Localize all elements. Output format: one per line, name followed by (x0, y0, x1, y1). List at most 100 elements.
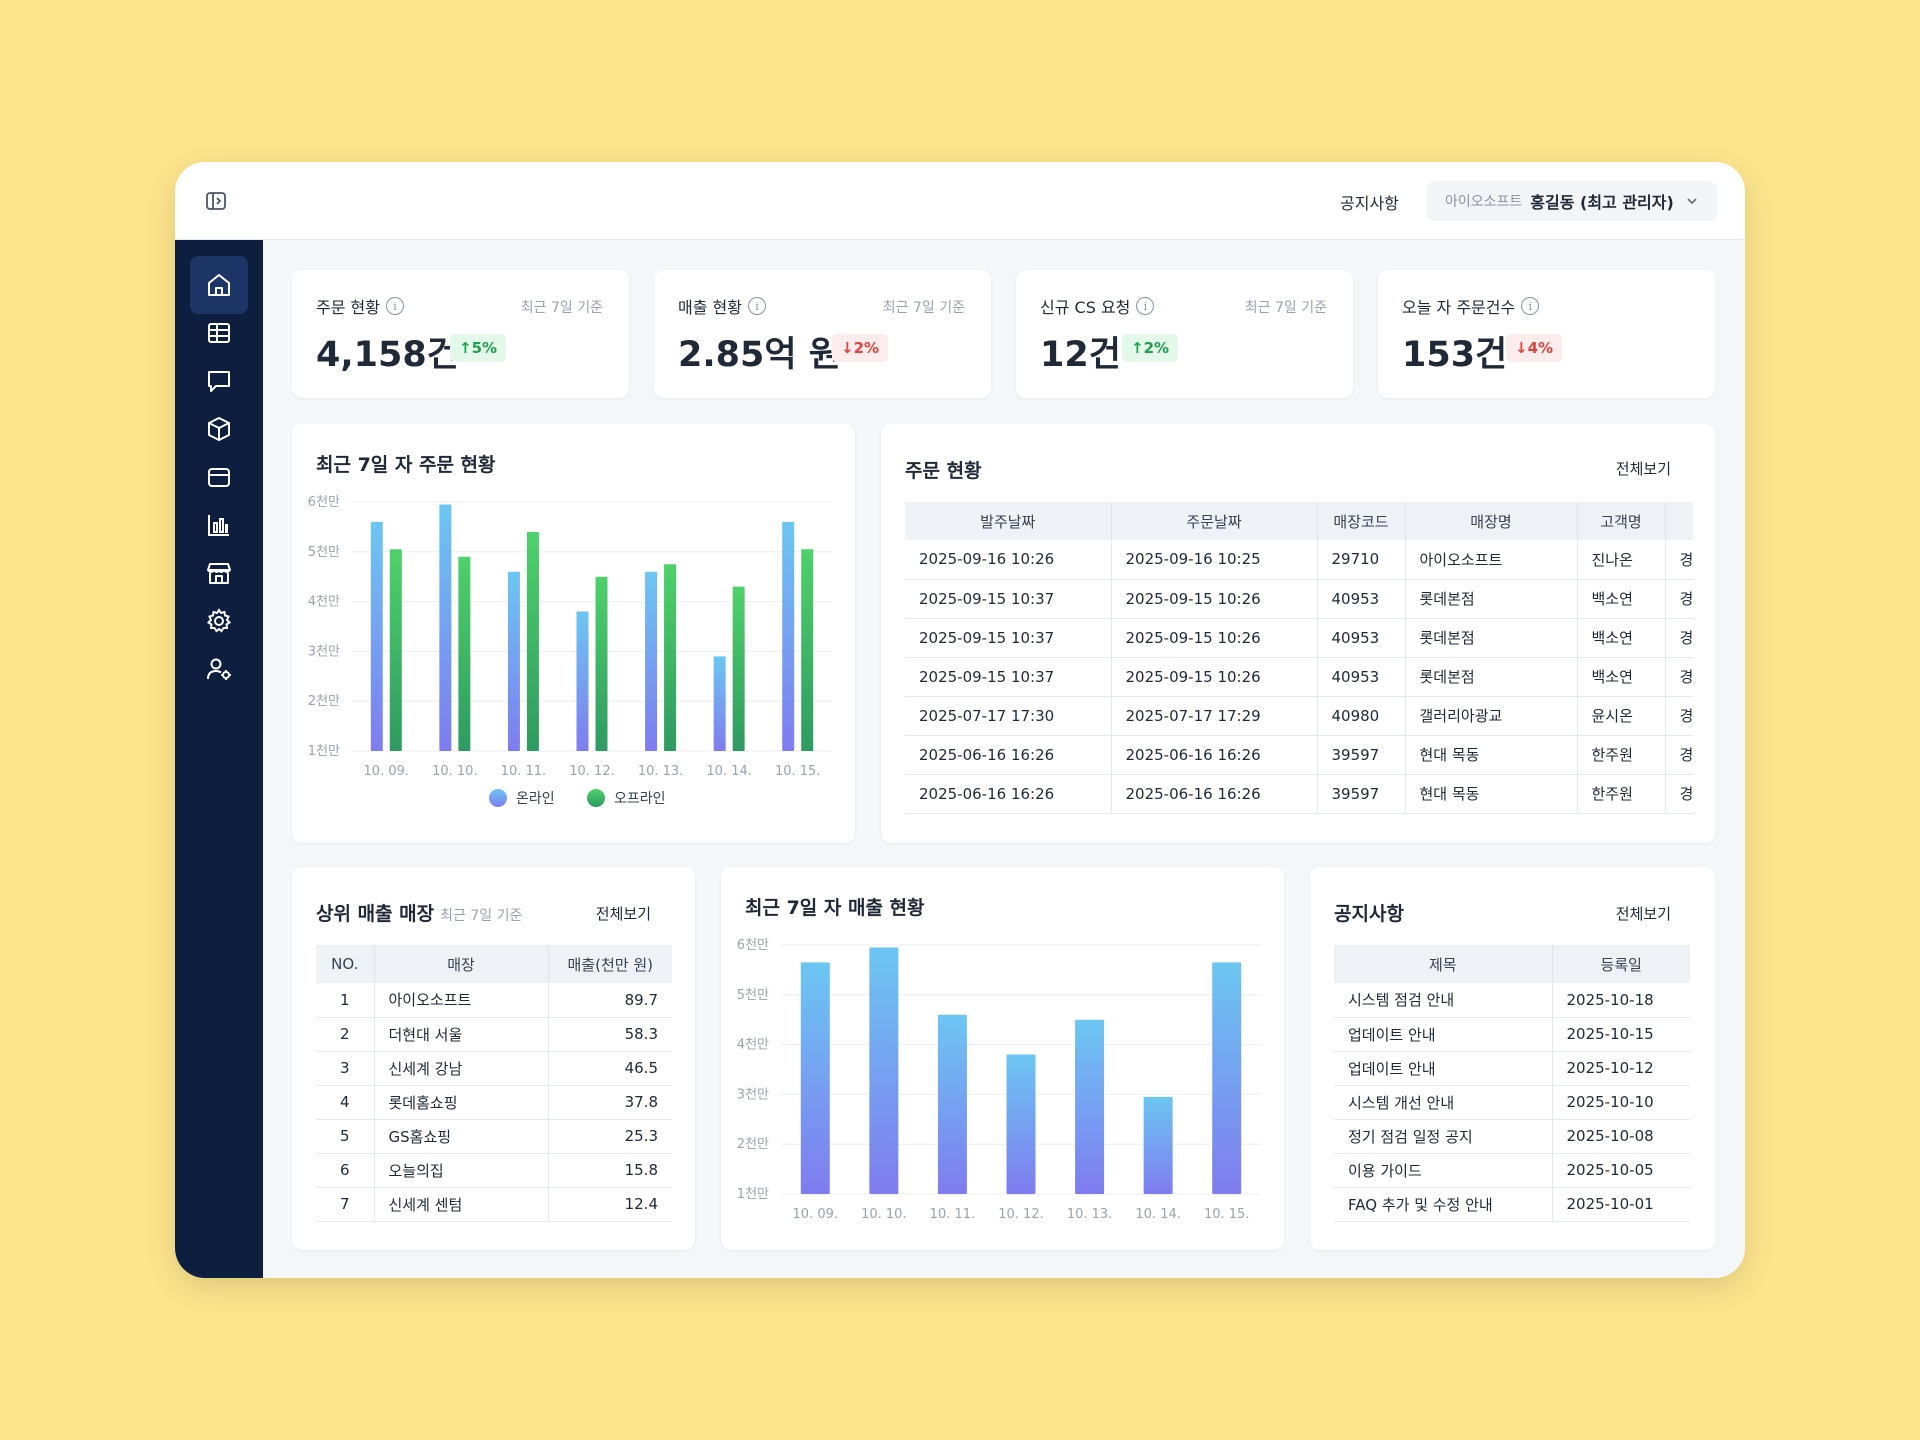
info-icon[interactable]: i (385, 297, 404, 315)
cell: 신세계 강남 (374, 1051, 549, 1086)
table-row[interactable]: 업데이트 안내 2025-10-15 (1334, 1017, 1690, 1052)
nav-settings[interactable] (190, 592, 248, 650)
stat-period: 최근 7일 기준 (520, 300, 603, 316)
nav-chat[interactable] (190, 352, 248, 410)
column-header[interactable]: 제목 (1334, 945, 1553, 983)
nav-package[interactable] (190, 448, 248, 506)
nav-statistics[interactable] (190, 496, 248, 554)
info-icon[interactable]: i (1136, 297, 1155, 315)
info-icon[interactable]: i (1521, 297, 1540, 315)
view-all-link[interactable]: 전체보기 (1615, 905, 1671, 923)
table-row[interactable]: 4 롯데홈쇼핑 37.8 (316, 1085, 672, 1120)
cell: 2 (316, 1017, 375, 1052)
stat-period: 최근 7일 기준 (882, 300, 965, 316)
table-row[interactable]: 2025-06-16 16:26 2025-06-16 16:26 39597 현대 … (905, 735, 1693, 775)
cell: 이용 가이드 (1334, 1153, 1553, 1188)
column-header[interactable]: 고객명 (1577, 502, 1666, 540)
cell: 백소연 (1577, 579, 1666, 619)
legend-marker (587, 789, 605, 807)
table-row[interactable]: 3 신세계 강남 46.5 (316, 1051, 672, 1086)
table-row[interactable]: 5 GS홈쇼핑 25.3 (316, 1119, 672, 1154)
user-menu[interactable]: 아이오소프트 홍길동 (최고 관리자) (1427, 181, 1717, 221)
notice-link[interactable]: 공지사항 (1340, 194, 1399, 213)
table-row[interactable]: 6 오늘의집 15.8 (316, 1153, 672, 1188)
cell: 2025-09-16 10:25 (1111, 540, 1318, 580)
bar (507, 571, 520, 751)
notices-table-wrap: 제목 등록일 시스템 점검 안내 2025-10-18 업데이트 안내 2025-1… (1334, 945, 1690, 1222)
column-header[interactable]: NO. (316, 945, 375, 983)
table-row[interactable]: 시스템 개선 안내 2025-10-10 (1334, 1085, 1690, 1120)
column-header[interactable]: 매출(천만 원) (548, 945, 672, 983)
top-stores-table-wrap: NO. 매장 매출(천만 원) 1 아이오소프트 89.7 2 더현대 서울 58.3 … (316, 945, 672, 1222)
table-row[interactable]: 2025-07-17 17:30 2025-07-17 17:29 40980 갤러리… (905, 696, 1693, 736)
stat-change-badge: ↑2% (1122, 334, 1179, 362)
x-tick-label: 10. 09. (364, 764, 409, 779)
table-row[interactable]: 2025-09-15 10:37 2025-09-15 10:26 40953 롯데본… (905, 618, 1693, 658)
cell: 2025-10-08 (1552, 1119, 1690, 1154)
table-row[interactable]: 정기 점검 일정 공지 2025-10-08 (1334, 1119, 1690, 1154)
column-header[interactable]: 매장 (374, 945, 549, 983)
column-header[interactable]: 매장명 (1405, 502, 1578, 540)
table-row[interactable]: 2025-06-16 16:26 2025-06-16 16:26 39597 현대 … (905, 774, 1693, 814)
x-tick-label: 10. 14. (706, 764, 751, 779)
table-row[interactable]: 1 아이오소프트 89.7 (316, 983, 672, 1018)
cell: 한주원 (1577, 735, 1666, 775)
table-row[interactable]: 2025-09-15 10:37 2025-09-15 10:26 40953 롯데본… (905, 657, 1693, 697)
y-tick-label: 1천만 (308, 744, 340, 759)
orders-table-wrap: 발주날짜 주문날짜 매장코드 매장명 고객명 2025-09-16 10:26 2… (905, 502, 1693, 814)
orders-table: 발주날짜 주문날짜 매장코드 매장명 고객명 2025-09-16 10:26 2… (905, 502, 1693, 814)
view-all-link[interactable]: 전체보기 (1615, 460, 1671, 478)
y-tick-label: 4천만 (308, 595, 340, 610)
table-row[interactable]: 2025-09-16 10:26 2025-09-16 10:25 29710 아이오… (905, 540, 1693, 580)
card-title: 최근 7일 자 매출 현황 (745, 897, 925, 919)
cell: 2025-09-15 10:26 (1111, 618, 1318, 658)
table-row[interactable]: 시스템 점검 안내 2025-10-18 (1334, 983, 1690, 1018)
cell: 롯데본점 (1405, 657, 1578, 697)
table-row[interactable]: 업데이트 안내 2025-10-12 (1334, 1051, 1690, 1086)
store-icon (207, 563, 231, 584)
table-row[interactable]: 2 더현대 서울 58.3 (316, 1017, 672, 1052)
nav-user-admin[interactable] (190, 640, 248, 698)
bar (782, 521, 795, 751)
nav-table[interactable] (190, 304, 248, 362)
info-icon[interactable]: i (747, 297, 766, 315)
order-chart-card: 최근 7일 자 주문 현황 1천만 2천만 3천만 4천만 5천만 6천만 10. 09. 1… (292, 424, 855, 843)
nav-store[interactable] (190, 544, 248, 602)
column-header[interactable]: 발주날짜 (905, 502, 1112, 540)
table-row[interactable]: 이용 가이드 2025-10-05 (1334, 1153, 1690, 1188)
cell: 89.7 (548, 983, 672, 1018)
column-header[interactable]: 주문날짜 (1111, 502, 1318, 540)
cell: 2025-06-16 16:26 (1111, 735, 1318, 775)
table-row[interactable]: FAQ 추가 및 수정 안내 2025-10-01 (1334, 1187, 1690, 1222)
cell: 롯데홈쇼핑 (374, 1085, 549, 1120)
top-bar: 공지사항 아이오소프트 홍길동 (최고 관리자) (175, 162, 1745, 240)
table-row[interactable]: 7 신세계 센텀 12.4 (316, 1187, 672, 1222)
column-header[interactable]: 등록일 (1552, 945, 1690, 983)
bar (576, 611, 589, 751)
cell: 58.3 (548, 1017, 672, 1052)
bar (595, 576, 608, 751)
view-all-link[interactable]: 전체보기 (595, 905, 651, 923)
user-settings-icon (207, 658, 231, 680)
cell: 5 (316, 1119, 375, 1154)
y-tick-label: 6천만 (737, 938, 769, 953)
cell: 오늘의집 (374, 1153, 549, 1188)
card-title: 최근 7일 자 주문 현황 (316, 454, 496, 476)
column-header[interactable] (1665, 502, 1693, 540)
sidebar-toggle-icon[interactable] (205, 190, 227, 212)
cell: 롯데본점 (1405, 579, 1578, 619)
user-company: 아이오소프트 (1445, 194, 1523, 210)
cell: 경 (1665, 657, 1693, 697)
stat-card-today-orders: 오늘 자 주문건수 i 153건 ↓4% (1378, 270, 1715, 398)
stat-value: 153건 (1402, 335, 1508, 375)
bar (389, 549, 402, 751)
cell: 아이오소프트 (1405, 540, 1578, 580)
cell: 2025-10-05 (1552, 1153, 1690, 1188)
stat-value: 2.85억 원 (678, 335, 841, 375)
table-row[interactable]: 2025-09-15 10:37 2025-09-15 10:26 40953 롯데본… (905, 579, 1693, 619)
nav-home[interactable] (190, 256, 248, 314)
nav-box[interactable] (190, 400, 248, 458)
column-header[interactable]: 매장코드 (1317, 502, 1406, 540)
cell: 아이오소프트 (374, 983, 549, 1018)
cell: 윤시온 (1577, 696, 1666, 736)
